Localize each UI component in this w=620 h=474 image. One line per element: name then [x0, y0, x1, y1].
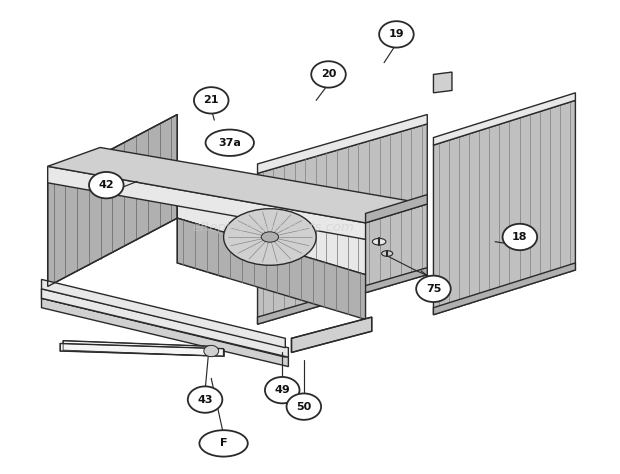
- Text: 20: 20: [321, 69, 336, 80]
- Text: 43: 43: [197, 394, 213, 405]
- Polygon shape: [42, 279, 285, 348]
- Polygon shape: [291, 317, 372, 353]
- Polygon shape: [433, 263, 575, 315]
- Polygon shape: [42, 289, 288, 357]
- Text: 50: 50: [296, 401, 311, 411]
- Polygon shape: [42, 289, 285, 357]
- Ellipse shape: [224, 209, 316, 265]
- Polygon shape: [257, 124, 427, 324]
- Text: eReplacementParts.com: eReplacementParts.com: [192, 221, 354, 234]
- Text: 18: 18: [512, 232, 528, 242]
- Polygon shape: [177, 218, 224, 277]
- Polygon shape: [60, 344, 224, 356]
- Polygon shape: [48, 166, 366, 239]
- Circle shape: [89, 172, 123, 198]
- Polygon shape: [257, 268, 427, 324]
- Ellipse shape: [373, 238, 386, 245]
- Ellipse shape: [206, 129, 254, 156]
- Polygon shape: [433, 93, 575, 145]
- Text: 75: 75: [426, 284, 441, 294]
- Polygon shape: [177, 183, 366, 275]
- Circle shape: [503, 224, 537, 250]
- Polygon shape: [48, 115, 177, 286]
- Polygon shape: [433, 72, 452, 93]
- Text: 21: 21: [203, 95, 219, 105]
- Polygon shape: [433, 100, 575, 315]
- Text: 42: 42: [99, 180, 114, 190]
- Text: F: F: [220, 438, 228, 448]
- Circle shape: [379, 21, 414, 47]
- Text: 19: 19: [389, 29, 404, 39]
- Circle shape: [286, 393, 321, 420]
- Polygon shape: [42, 298, 288, 366]
- Text: 49: 49: [275, 385, 290, 395]
- Polygon shape: [48, 147, 427, 223]
- Ellipse shape: [200, 430, 248, 456]
- Circle shape: [265, 377, 299, 403]
- Circle shape: [188, 386, 223, 413]
- Ellipse shape: [261, 232, 278, 242]
- Circle shape: [416, 276, 451, 302]
- Polygon shape: [366, 195, 427, 223]
- Text: 37a: 37a: [218, 138, 241, 148]
- Ellipse shape: [381, 251, 392, 256]
- Polygon shape: [257, 115, 427, 173]
- Polygon shape: [177, 218, 366, 319]
- Circle shape: [194, 87, 229, 114]
- Polygon shape: [63, 341, 211, 356]
- Circle shape: [204, 346, 219, 357]
- Circle shape: [311, 61, 346, 88]
